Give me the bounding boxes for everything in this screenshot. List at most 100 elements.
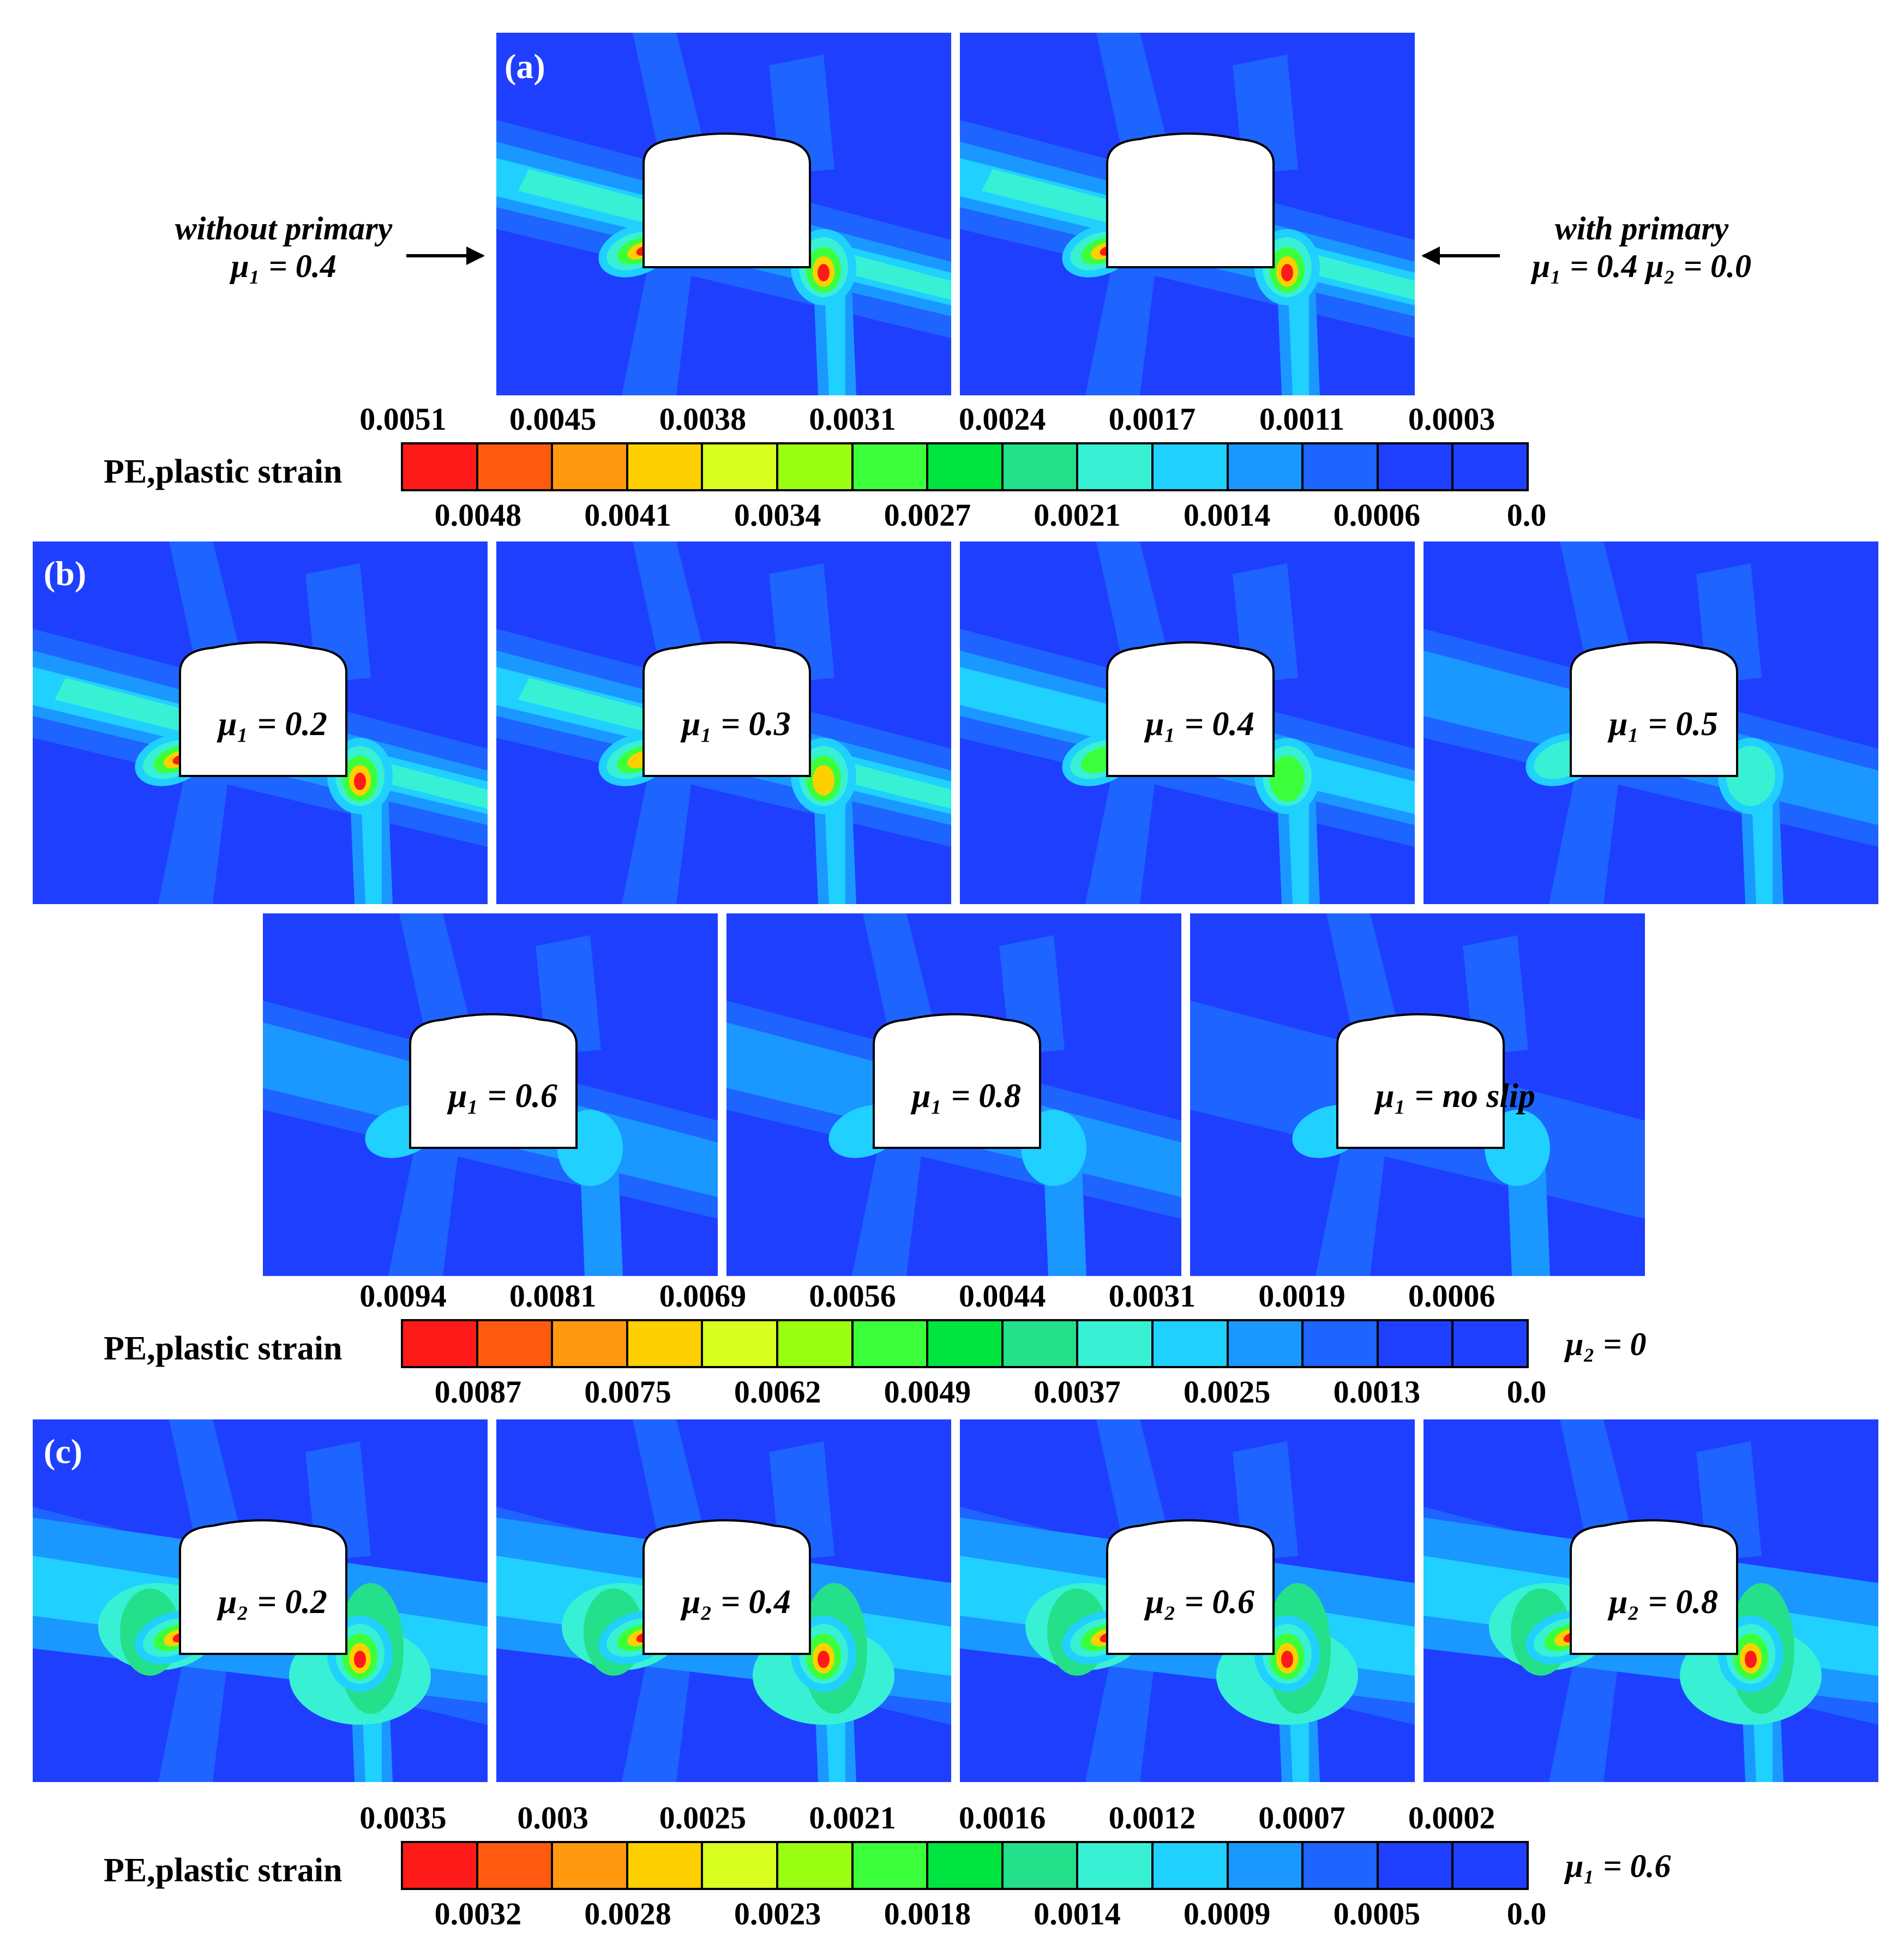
legend-tick-label: 0.0087 xyxy=(434,1374,522,1410)
legend-tick-label: 0.0002 xyxy=(1408,1800,1495,1835)
colorbar-segment xyxy=(1228,1321,1304,1366)
legend-tick-label: 0.0007 xyxy=(1258,1800,1346,1835)
legend-tick-label: 0.0069 xyxy=(659,1278,747,1314)
annotation-with-primary-line2: μ₁ = 0.4 μ₂ = 0.0 xyxy=(1532,248,1751,284)
legend-tick-label: 0.0027 xyxy=(884,497,971,533)
colorbar-segment xyxy=(1078,444,1154,489)
contour-panel-c3: μ₂ = 0.6 xyxy=(960,1419,1415,1782)
colorbar-segment xyxy=(1153,1321,1229,1366)
legend-tick-label: 0.0035 xyxy=(359,1800,447,1835)
colorbar-segment xyxy=(1378,444,1454,489)
panel-label: μ₂ = 0.4 xyxy=(682,1584,791,1621)
contour-panel-a2 xyxy=(960,33,1415,395)
colorbar-segment xyxy=(928,1321,1004,1366)
legend-tick-label: 0.0051 xyxy=(359,401,447,437)
legend-tick-label: 0.0094 xyxy=(359,1278,447,1314)
panel-label: μ₁ = 0.4 xyxy=(1145,706,1254,743)
colorbar-segment xyxy=(1378,1321,1454,1366)
colorbar-segment xyxy=(628,444,704,489)
colorbar-segment xyxy=(1003,1843,1079,1888)
contour-panel-b7: μ₁ = no slip xyxy=(1190,913,1645,1276)
colorbar-segment xyxy=(1078,1843,1154,1888)
legend-title: PE,plastic strain xyxy=(104,453,343,490)
colorbar-segment xyxy=(628,1321,704,1366)
legend-note: μ₂ = 0 xyxy=(1565,1326,1647,1362)
panel-label: μ₂ = 0.8 xyxy=(1609,1584,1718,1621)
colorbar-segment xyxy=(703,1321,778,1366)
legend-tick-label: 0.0021 xyxy=(1034,497,1121,533)
colorbar-segment xyxy=(853,1843,929,1888)
colorbar-segment xyxy=(1003,444,1079,489)
legend-tick-label: 0.0049 xyxy=(884,1374,971,1410)
colorbar-segment xyxy=(1153,444,1229,489)
section-tag-c: (c) xyxy=(44,1432,83,1471)
annotation-without-primary: without primary μ₁ = 0.4 xyxy=(147,210,420,285)
annotation-without-primary-line2: μ₁ = 0.4 xyxy=(231,248,337,284)
legend-tick-label: 0.0 xyxy=(1506,1896,1547,1931)
colorbar-segment xyxy=(1153,1843,1229,1888)
colorbar-segment xyxy=(1453,444,1527,489)
panel-label: μ₁ = 0.8 xyxy=(912,1078,1021,1115)
legend-tick-label: 0.0031 xyxy=(809,401,896,437)
section-tag-a: (a) xyxy=(504,47,545,86)
legend-tick-label: 0.0081 xyxy=(509,1278,597,1314)
legend-tick-label: 0.0031 xyxy=(1108,1278,1196,1314)
legend-tick-label: 0.0048 xyxy=(434,497,522,533)
contour-panel-b5: μ₁ = 0.6 xyxy=(263,913,718,1276)
colorbar-segment xyxy=(553,1843,628,1888)
colorbar-legend-b: PE,plastic strain μ₂ = 0 0.0094 0.0081 0.0… xyxy=(0,1278,1904,1419)
legend-tick-label: 0.0032 xyxy=(434,1896,522,1931)
legend-tick-label: 0.0006 xyxy=(1408,1278,1495,1314)
legend-tick-label: 0.0038 xyxy=(659,401,747,437)
legend-tick-label: 0.0011 xyxy=(1259,401,1345,437)
legend-tick-label: 0.0021 xyxy=(809,1800,896,1835)
colorbar xyxy=(401,1841,1529,1890)
legend-tick-label: 0.0009 xyxy=(1183,1896,1271,1931)
colorbar-segment xyxy=(1304,444,1379,489)
legend-tick-label: 0.0025 xyxy=(659,1800,747,1835)
contour-panel-c1: μ₂ = 0.2 xyxy=(33,1419,488,1782)
legend-note: μ₁ = 0.6 xyxy=(1565,1848,1671,1884)
contour-panel-b2: μ₁ = 0.3 xyxy=(496,541,951,904)
legend-title: PE,plastic strain xyxy=(104,1330,343,1367)
colorbar-segment xyxy=(403,444,478,489)
colorbar-segment xyxy=(778,444,854,489)
legend-tick-label: 0.0013 xyxy=(1333,1374,1421,1410)
panel-label: μ₁ = 0.6 xyxy=(448,1078,557,1115)
panel-label: μ₁ = 0.3 xyxy=(682,706,791,743)
contour-panel-c4: μ₂ = 0.8 xyxy=(1424,1419,1878,1782)
legend-tick-label: 0.0075 xyxy=(584,1374,671,1410)
legend-tick-label: 0.0018 xyxy=(884,1896,971,1931)
annotation-without-primary-line1: without primary xyxy=(175,210,393,246)
colorbar-segment xyxy=(1003,1321,1079,1366)
contour-panel-c2: μ₂ = 0.4 xyxy=(496,1419,951,1782)
legend-tick-label: 0.0016 xyxy=(958,1800,1046,1835)
colorbar xyxy=(401,1319,1529,1368)
colorbar-segment xyxy=(928,1843,1004,1888)
colorbar-segment xyxy=(403,1321,478,1366)
legend-tick-label: 0.0044 xyxy=(958,1278,1046,1314)
contour-panel-a1 xyxy=(496,33,951,395)
legend-tick-label: 0.0023 xyxy=(734,1896,821,1931)
colorbar-segment xyxy=(553,1321,628,1366)
colorbar-segment xyxy=(1228,444,1304,489)
colorbar-segment xyxy=(553,444,628,489)
contour-panel-b6: μ₁ = 0.8 xyxy=(726,913,1181,1276)
panel-label: μ₁ = 0.2 xyxy=(218,706,327,743)
colorbar-segment xyxy=(778,1321,854,1366)
legend-tick-label: 0.0034 xyxy=(734,497,821,533)
arrow-left-icon xyxy=(1421,246,1500,265)
colorbar-segment xyxy=(1228,1843,1304,1888)
panel-label: μ₁ = no slip xyxy=(1376,1078,1535,1115)
contour-panel-b3: μ₁ = 0.4 xyxy=(960,541,1415,904)
arrow-right-icon xyxy=(406,246,485,265)
legend-tick-label: 0.0062 xyxy=(734,1374,821,1410)
legend-tick-label: 0.0014 xyxy=(1183,497,1271,533)
legend-tick-label: 0.0017 xyxy=(1108,401,1196,437)
legend-tick-label: 0.0003 xyxy=(1408,401,1495,437)
legend-tick-label: 0.0028 xyxy=(584,1896,671,1931)
legend-tick-label: 0.0012 xyxy=(1108,1800,1196,1835)
contour-panel-b4: μ₁ = 0.5 xyxy=(1424,541,1878,904)
legend-tick-label: 0.0041 xyxy=(584,497,671,533)
colorbar-segment xyxy=(1304,1843,1379,1888)
